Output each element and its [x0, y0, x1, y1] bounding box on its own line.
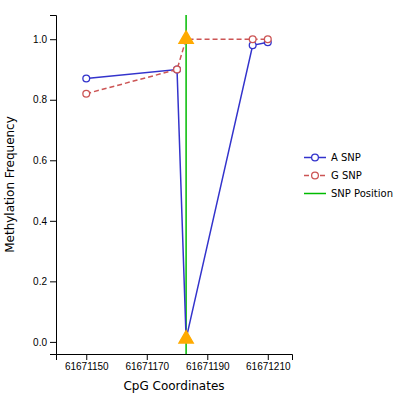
- y-tick: 0.8: [33, 94, 56, 105]
- y-tick-label: 0.4: [33, 216, 47, 227]
- x-tick: 61671190: [186, 354, 230, 372]
- triangle-marker: [179, 31, 193, 43]
- x-tick: 61671210: [246, 354, 291, 372]
- point-marker: [174, 66, 181, 73]
- x-tick-label: 61671150: [65, 361, 109, 372]
- x-tick: 61671150: [65, 354, 109, 372]
- x-tick-label: 61671210: [246, 361, 291, 372]
- y-tick-mark: [50, 281, 56, 282]
- y-tick-mark: [50, 160, 56, 161]
- y-tick-mark: [50, 342, 56, 343]
- legend-item: G SNP: [304, 170, 362, 181]
- y-tick: 0.4: [33, 216, 56, 227]
- y-tick-mark: [50, 39, 56, 40]
- x-tick-mark: [207, 354, 208, 360]
- x-axis-line: [57, 355, 293, 361]
- plot: 616711506167117061671190616712100.00.20.…: [3, 15, 393, 393]
- x-axis: 61671150 61671170 61671190 61671210: [57, 354, 293, 372]
- point-marker: [264, 36, 271, 43]
- y-tick: 0.6: [33, 155, 56, 166]
- legend-swatch: [304, 193, 326, 195]
- y-tick: 0.2: [33, 276, 56, 287]
- x-tick-mark: [147, 354, 148, 360]
- y-axis: 0.0 0.2 0.4 0.6 0.8 1.0: [33, 16, 56, 355]
- legend-label: SNP Position: [331, 188, 393, 199]
- y-tick-label: 0.8: [33, 94, 47, 105]
- marks: [83, 15, 271, 354]
- x-tick-mark: [268, 354, 269, 360]
- y-axis-title: Methylation Frequency: [3, 116, 17, 253]
- y-tick-label: 1.0: [33, 34, 47, 45]
- series-line: [86, 39, 268, 93]
- x-axis-title: CpG Coordinates: [123, 379, 224, 393]
- legend-label: G SNP: [331, 170, 362, 181]
- y-tick: 1.0: [33, 34, 56, 45]
- y-tick-label: 0.2: [33, 276, 47, 287]
- x-tick-label: 61671170: [125, 361, 169, 372]
- point-marker: [249, 36, 256, 43]
- y-tick-label: 0.6: [33, 155, 47, 166]
- legend-label: A SNP: [331, 152, 361, 163]
- x-tick: 61671170: [125, 354, 169, 372]
- legend-item: SNP Position: [304, 188, 393, 199]
- triangle-marker: [179, 331, 193, 343]
- point-marker: [174, 66, 181, 73]
- legend-marker: [312, 154, 319, 161]
- legend-item: A SNP: [304, 152, 361, 163]
- y-tick: 0.0: [33, 337, 56, 348]
- x-tick-mark: [86, 354, 87, 360]
- y-axis-line: [50, 16, 57, 355]
- y-tick-mark: [50, 100, 56, 101]
- point-marker: [83, 90, 90, 97]
- y-tick-mark: [50, 221, 56, 222]
- chart: 616711506167117061671190616712100.00.20.…: [0, 0, 400, 400]
- y-tick-label: 0.0: [33, 337, 47, 348]
- legend-marker: [312, 172, 319, 179]
- legend: A SNP G SNP SNP Position: [304, 152, 393, 199]
- point-marker: [83, 75, 90, 82]
- x-tick-label: 61671190: [186, 361, 230, 372]
